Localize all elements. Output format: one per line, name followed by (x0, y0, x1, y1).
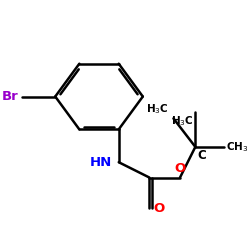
Text: H$_3$C: H$_3$C (170, 114, 193, 128)
Text: H$_3$C: H$_3$C (146, 102, 169, 116)
Text: O: O (174, 162, 186, 175)
Text: CH$_3$: CH$_3$ (226, 140, 248, 154)
Text: O: O (154, 202, 165, 215)
Text: Br: Br (1, 90, 18, 103)
Text: C: C (198, 149, 206, 162)
Text: HN: HN (90, 156, 112, 169)
